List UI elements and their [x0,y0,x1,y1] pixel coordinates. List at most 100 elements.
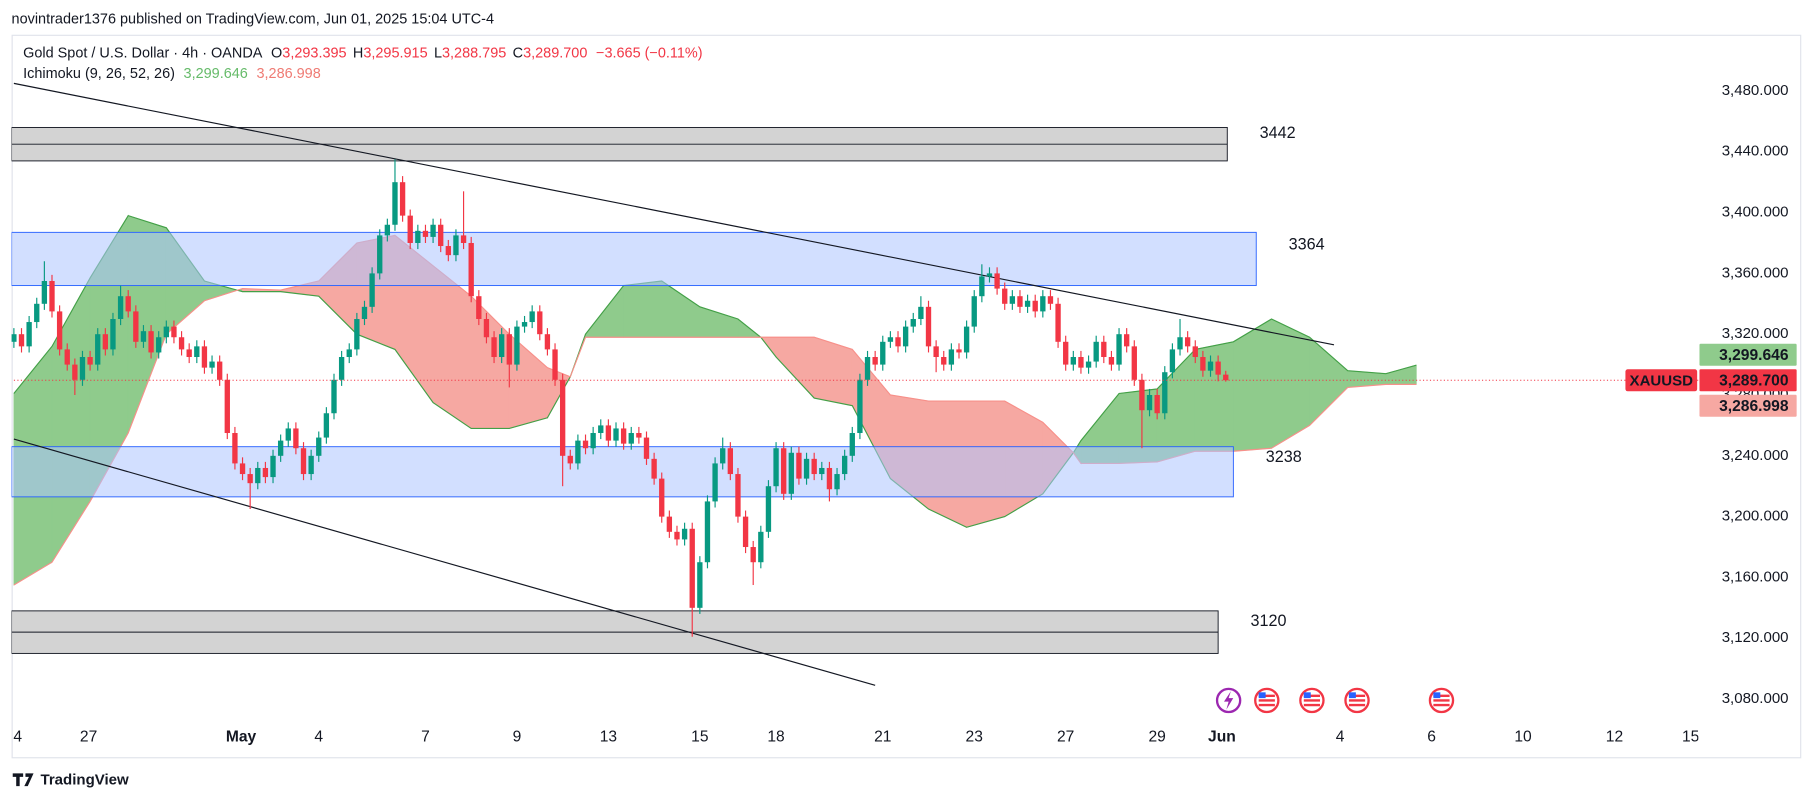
candle-body [346,349,352,358]
x-tick-label: 6 [1427,729,1436,746]
candle-body [1154,395,1160,414]
candle-body [1055,303,1061,342]
candle-body [18,334,25,347]
candle-body [849,433,855,456]
legend-line: Gold Spot / U.S. Dollar · 4h · OANDA O3,… [23,45,702,61]
candle-body [178,337,185,350]
candle-body [217,361,223,380]
candle-body [140,331,147,342]
candle-body [857,379,863,434]
price-badge [1699,343,1797,366]
candle-body [194,346,200,358]
o-label: O [271,45,282,61]
candle-body [750,547,756,563]
candle-body [384,224,391,236]
candle-body [163,326,169,338]
candle-body [1215,361,1221,375]
change: −3.665 (−0.11%) [596,45,703,61]
x-tick-label: 4 [314,729,323,746]
candle-body [491,337,497,358]
y-tick-label: 3,200.000 [1722,508,1789,525]
candle-body [399,182,406,216]
cloud-segment [699,306,739,338]
candle-body [1124,334,1130,347]
y-tick-label: 3,440.000 [1722,143,1789,160]
candle-body [681,528,688,540]
candle-body [1101,341,1107,358]
candle-body [1207,361,1214,371]
candle-body [582,440,589,449]
candle-body [1093,341,1099,362]
candle-body [72,364,78,380]
candle-body [26,322,32,347]
candle-body [1108,357,1115,365]
candle-body [514,326,520,365]
candle-body [1131,346,1137,380]
candle-body [34,303,40,323]
candle-body [994,273,1000,289]
candle-body [956,349,962,353]
candle-body [338,357,345,380]
symbol-badge-label: XAUUSD [1630,372,1694,389]
x-tick-label: May [226,729,257,746]
candle-body [415,230,421,243]
span-b-value: 3,286.998 [256,66,320,82]
candle-body [354,318,360,350]
y-tick-label: 3,400.000 [1722,204,1789,221]
candle-body [872,357,878,365]
candle-body [293,428,299,449]
candle-body [963,326,970,353]
candle-body [125,296,131,312]
candle-body [300,448,307,475]
candle-body [841,455,848,475]
candle-body [1047,296,1054,304]
zone-label: 3238 [1266,448,1302,466]
candle-body [1116,334,1122,365]
candle-body [1070,357,1076,365]
indicator: Ichimoku (9, 26, 52, 26) [23,66,175,82]
close: 3,289.700 [523,45,587,61]
candle-body [430,224,436,237]
candle-body [1032,300,1038,312]
pane-border [11,34,1802,759]
candle-body [239,463,246,475]
candle-body [742,516,749,548]
events [1215,687,1455,714]
x-tick-label: 15 [691,729,709,746]
x-tick-label: 7 [421,729,430,746]
candle-body [148,331,154,353]
high: 3,295.915 [363,45,427,61]
symbol-badge [1625,369,1698,392]
zone-label: 3442 [1260,124,1296,142]
candle-body [1223,374,1229,381]
candle-body [1192,346,1198,358]
candle-body [369,273,375,307]
candle-body [979,276,985,297]
candle-body [918,306,924,319]
candle-body [796,452,802,479]
y-tick-label: 3,120.000 [1722,629,1789,646]
logo [12,773,34,787]
candle-body [285,428,291,441]
event-icon [1299,687,1325,714]
candle-body [575,440,581,464]
candle-body [643,437,650,459]
candle-body [468,242,474,297]
candle-body [1085,361,1092,368]
candle-body [620,428,627,444]
candle-body [407,215,413,243]
candle-body [1177,337,1183,350]
zone [11,231,1257,287]
x-tick-label: 10 [1514,729,1532,746]
candle-body [377,235,383,274]
cloud-segment [1309,336,1349,427]
event-icon [1254,687,1280,714]
candle-body [704,501,711,563]
candle-body [544,334,551,350]
candle-body [41,280,48,304]
open: 3,293.395 [282,45,346,61]
zone-label: 3364 [1289,235,1325,253]
plot [11,82,1699,686]
